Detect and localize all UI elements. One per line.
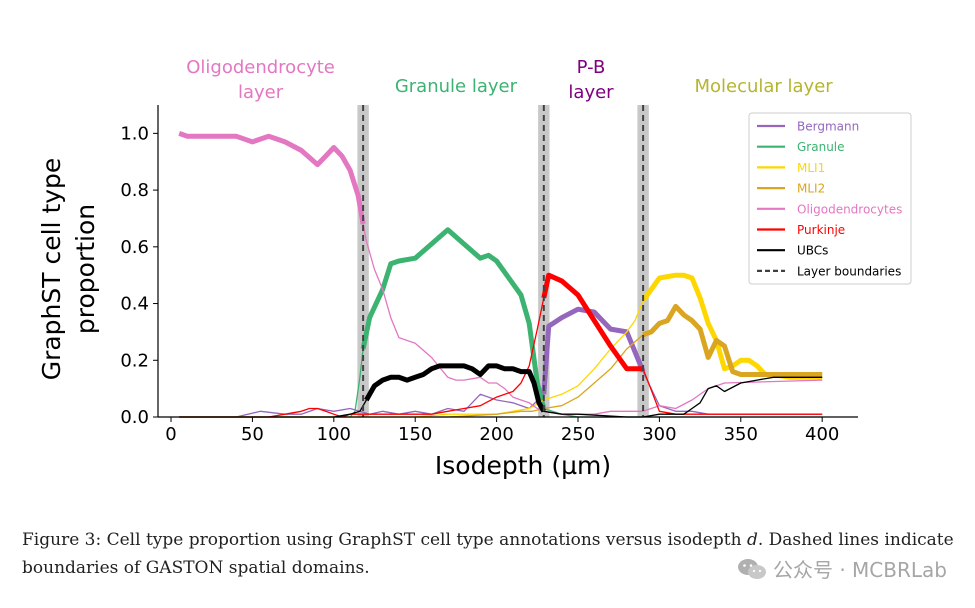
- y-tick-label: 0.4: [120, 294, 149, 315]
- series-line-bergmann: [179, 308, 823, 418]
- legend-label: MLI2: [797, 182, 825, 196]
- legend-label: MLI1: [797, 161, 825, 175]
- x-tick-label: 200: [479, 424, 513, 445]
- y-axis-label: GraphST cell type proportion: [37, 158, 100, 381]
- layer-labels: Oligodendrocyte layer Granule layer P-B laye…: [186, 57, 833, 103]
- x-tick-label: 350: [724, 424, 758, 445]
- series-line-ubcs: [179, 365, 823, 418]
- series-line-granule: [179, 229, 823, 418]
- axes: [153, 105, 858, 422]
- series-line-oligodendrocytes: [178, 132, 823, 415]
- y-tick-label: 0.6: [120, 237, 149, 258]
- x-tick-label: 150: [398, 424, 432, 445]
- x-axis-label: Isodepth (µm): [435, 451, 611, 480]
- legend: Bergmann Granule MLI1 MLI2 Oligodendrocytes P…: [748, 112, 912, 285]
- legend-label: Layer boundaries: [797, 264, 901, 278]
- caption-suffix: . Dashed lines indicate boundaries of GA…: [22, 530, 954, 578]
- layer-label: Oligodendrocyte: [186, 57, 335, 78]
- chart: 0 50 100 150 200 250 300 350 400 0.0 0.2 0.4 0.6 0.8 1…: [37, 57, 912, 480]
- y-tick-label: 0.8: [120, 180, 149, 201]
- series-thick-oligodendrocytes: [178, 131, 366, 225]
- x-tick-label: 100: [317, 424, 351, 445]
- caption-italic: d: [746, 530, 758, 550]
- series-thick-mli1: [641, 272, 823, 380]
- legend-label: Oligodendrocytes: [797, 202, 902, 216]
- series-thick-mli2: [642, 303, 823, 377]
- y-tick-label: 1.0: [120, 123, 149, 144]
- layer-label: Molecular layer: [694, 76, 833, 97]
- wechat-logo-icon: [737, 558, 766, 579]
- legend-box: [748, 112, 912, 285]
- x-tick-label: 50: [241, 424, 264, 445]
- legend-label: Purkinje: [797, 223, 845, 237]
- layer-label: Granule layer: [395, 76, 518, 97]
- watermark-text: 公众号 · MCBRLab: [772, 558, 947, 582]
- x-tick-label: 300: [642, 424, 676, 445]
- x-tick-label: 250: [561, 424, 595, 445]
- legend-label: UBCs: [797, 244, 828, 258]
- tick-labels: 0 50 100 150 200 250 300 350 400 0.0 0.2 0.4 0.6 0.8 1…: [120, 123, 839, 445]
- series-thick-purkinje: [541, 272, 644, 372]
- series-thick-granule: [360, 227, 547, 410]
- legend-label: Bergmann: [797, 120, 859, 134]
- layer-boundary-lines: [362, 105, 645, 417]
- watermark: 公众号 · MCBRLab: [737, 554, 947, 583]
- y-axis-label-line: GraphST cell type: [37, 158, 66, 381]
- layer-label: layer: [568, 82, 614, 103]
- layer-label: layer: [238, 82, 284, 103]
- x-tick-label: 0: [165, 424, 176, 445]
- axis-labels: Isodepth (µm) GraphST cell type proportion: [37, 158, 611, 480]
- series-thick-ubcs: [364, 363, 546, 413]
- series-line-purkinje: [179, 274, 823, 418]
- caption-prefix: Figure 3: Cell type proportion using Gra…: [22, 530, 747, 550]
- layer-label: P-B: [577, 57, 606, 78]
- figure-caption: Figure 3: Cell type proportion using Gra…: [22, 526, 962, 582]
- y-tick-label: 0.2: [120, 350, 149, 371]
- legend-label: Granule: [797, 140, 845, 154]
- series-lines: [178, 131, 823, 418]
- y-axis-label-line: proportion: [71, 204, 100, 334]
- y-tick-label: 0.0: [120, 407, 149, 428]
- x-tick-label: 400: [805, 424, 839, 445]
